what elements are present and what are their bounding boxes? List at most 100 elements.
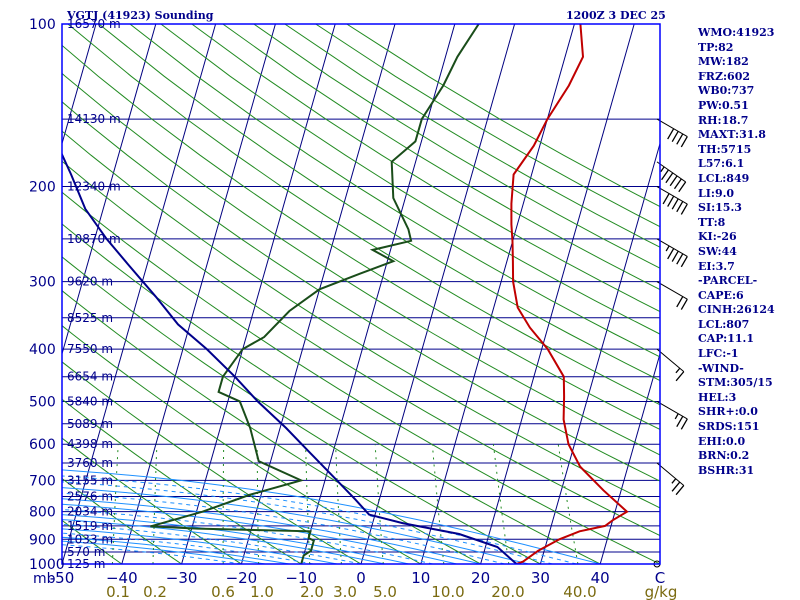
pressure-tick-label: 200	[29, 180, 56, 196]
sounding-index-item: BSHR:31	[698, 463, 755, 477]
sounding-index-item: SW:44	[698, 244, 737, 258]
moist-adiabat	[62, 544, 242, 564]
dry-adiabat	[62, 398, 302, 564]
wind-barb	[656, 462, 685, 496]
isotherm-line	[420, 24, 575, 564]
dry-adiabat	[191, 24, 660, 313]
height-label: 16570 m	[67, 17, 121, 31]
temperature-tick-label: -50	[50, 569, 75, 587]
pressure-tick-label: 800	[29, 505, 56, 521]
height-label: 8525 m	[67, 311, 113, 325]
pressure-tick-label: 500	[29, 394, 56, 410]
profile-line-2	[150, 24, 480, 564]
moist-adiabat	[62, 475, 577, 564]
sounding-index-item: TP:82	[698, 40, 734, 54]
dry-adiabat	[222, 24, 660, 291]
temperature-tick-label: −10	[285, 569, 317, 587]
height-label: 10870 m	[67, 232, 121, 246]
dry-adiabat	[62, 130, 660, 509]
dry-adiabat	[62, 361, 362, 564]
height-label: 7550 m	[67, 342, 113, 356]
moist-adiabat	[62, 481, 553, 564]
dry-adiabat	[62, 325, 422, 564]
sounding-index-item: WMO:41923	[698, 26, 775, 39]
sounding-index-item: STM:305/15	[698, 376, 773, 390]
moist-adiabat	[62, 523, 362, 564]
dry-adiabat	[62, 223, 601, 564]
dry-adiabat	[62, 519, 123, 564]
dry-adiabat	[62, 44, 660, 431]
sounding-index-item: RH:18.7	[698, 113, 749, 127]
profile-line-1	[510, 24, 629, 564]
height-label: 570 m	[67, 545, 105, 559]
temperature-tick-label: 20	[471, 569, 490, 587]
sounding-index-item: CINH:26124	[698, 303, 775, 317]
dry-adiabat	[62, 477, 182, 564]
mixing-ratio-label: 0.2	[143, 583, 167, 600]
sounding-index-item: CAP:11.1	[698, 332, 755, 346]
isotherm-line	[480, 24, 635, 564]
height-label: 5089 m	[67, 417, 113, 431]
height-label: 1519 m	[67, 519, 113, 533]
wind-barb	[656, 161, 687, 193]
profile-line-3	[62, 152, 518, 564]
pressure-tick-label: 600	[29, 437, 56, 453]
sounding-time: 1200Z 3 DEC 25	[566, 9, 666, 22]
height-label: 3155 m	[67, 473, 113, 487]
wind-barb	[656, 348, 685, 382]
height-label: 125 m	[67, 557, 105, 571]
sounding-index-item: -PARCEL-	[698, 274, 758, 288]
pressure-tick-label: 300	[29, 275, 56, 291]
sounding-index-item: WB0:737	[698, 84, 755, 98]
sounding-index-item: SHR+:0.0	[698, 405, 758, 419]
sounding-index-item: TH:5715	[698, 142, 752, 156]
mixing-ratio-label: 0.6	[211, 583, 235, 600]
dry-adiabat	[62, 191, 660, 564]
sounding-index-item: L57:6.1	[698, 157, 745, 171]
dry-adiabat	[62, 101, 660, 482]
sounding-index-item: LCL:849	[698, 171, 750, 185]
sounding-index-item: MW:182	[698, 55, 749, 69]
height-label: 2034 m	[67, 505, 113, 519]
sounding-index-item: LFC:-1	[698, 347, 739, 361]
station-title: VGTJ (41923) Sounding	[67, 9, 214, 22]
sounding-index-item: FRZ:602	[698, 69, 751, 83]
dry-adiabat	[253, 24, 660, 269]
isotherm-line	[240, 24, 396, 564]
wind-barb	[656, 186, 688, 215]
sounding-index-item: KI:-26	[698, 230, 737, 244]
temperature-tick-label: 0	[356, 569, 366, 587]
sounding-indices: WMO:41923 TP:82 MW:182 FRZ:602 WB0:737 PW:0.5…	[698, 26, 775, 478]
sounding-index-item: CAPE:6	[698, 288, 744, 302]
isotherm-line	[121, 24, 276, 564]
mixing-ratio-label: 20.0	[491, 583, 524, 600]
sounding-index-item: PW:0.51	[698, 98, 749, 112]
sounding-index-item: HEL:3	[698, 390, 737, 404]
isotherm-line	[62, 24, 217, 564]
isotherm-line	[62, 24, 157, 356]
temperature-tick-label: −40	[106, 569, 138, 587]
height-label: 12340 m	[67, 180, 121, 194]
height-label: 4398 m	[67, 437, 113, 451]
dry-adiabat	[160, 24, 660, 335]
sounding-index-item: TT:8	[698, 215, 726, 229]
isotherm-line	[539, 141, 660, 564]
dry-adiabat	[129, 24, 660, 358]
mixing-ratio-label: 5.0	[373, 583, 397, 600]
dry-adiabat	[98, 24, 660, 382]
dry-adiabat	[62, 256, 541, 564]
height-label: 3760 m	[67, 456, 113, 470]
sounding-index-item: LI:9.0	[698, 186, 735, 200]
height-label: 5840 m	[67, 394, 113, 408]
dry-adiabat	[62, 160, 660, 537]
pressure-tick-label: 900	[29, 532, 56, 548]
height-label: 6654 m	[67, 370, 113, 384]
mixing-ratio-label: 2.0	[300, 583, 324, 600]
wind-barb	[656, 281, 688, 310]
temperature-tick-label: −30	[166, 569, 198, 587]
plot-frame	[61, 23, 661, 565]
chart-grid	[62, 24, 660, 564]
mixing-ratio-label: g/kg	[645, 583, 678, 600]
